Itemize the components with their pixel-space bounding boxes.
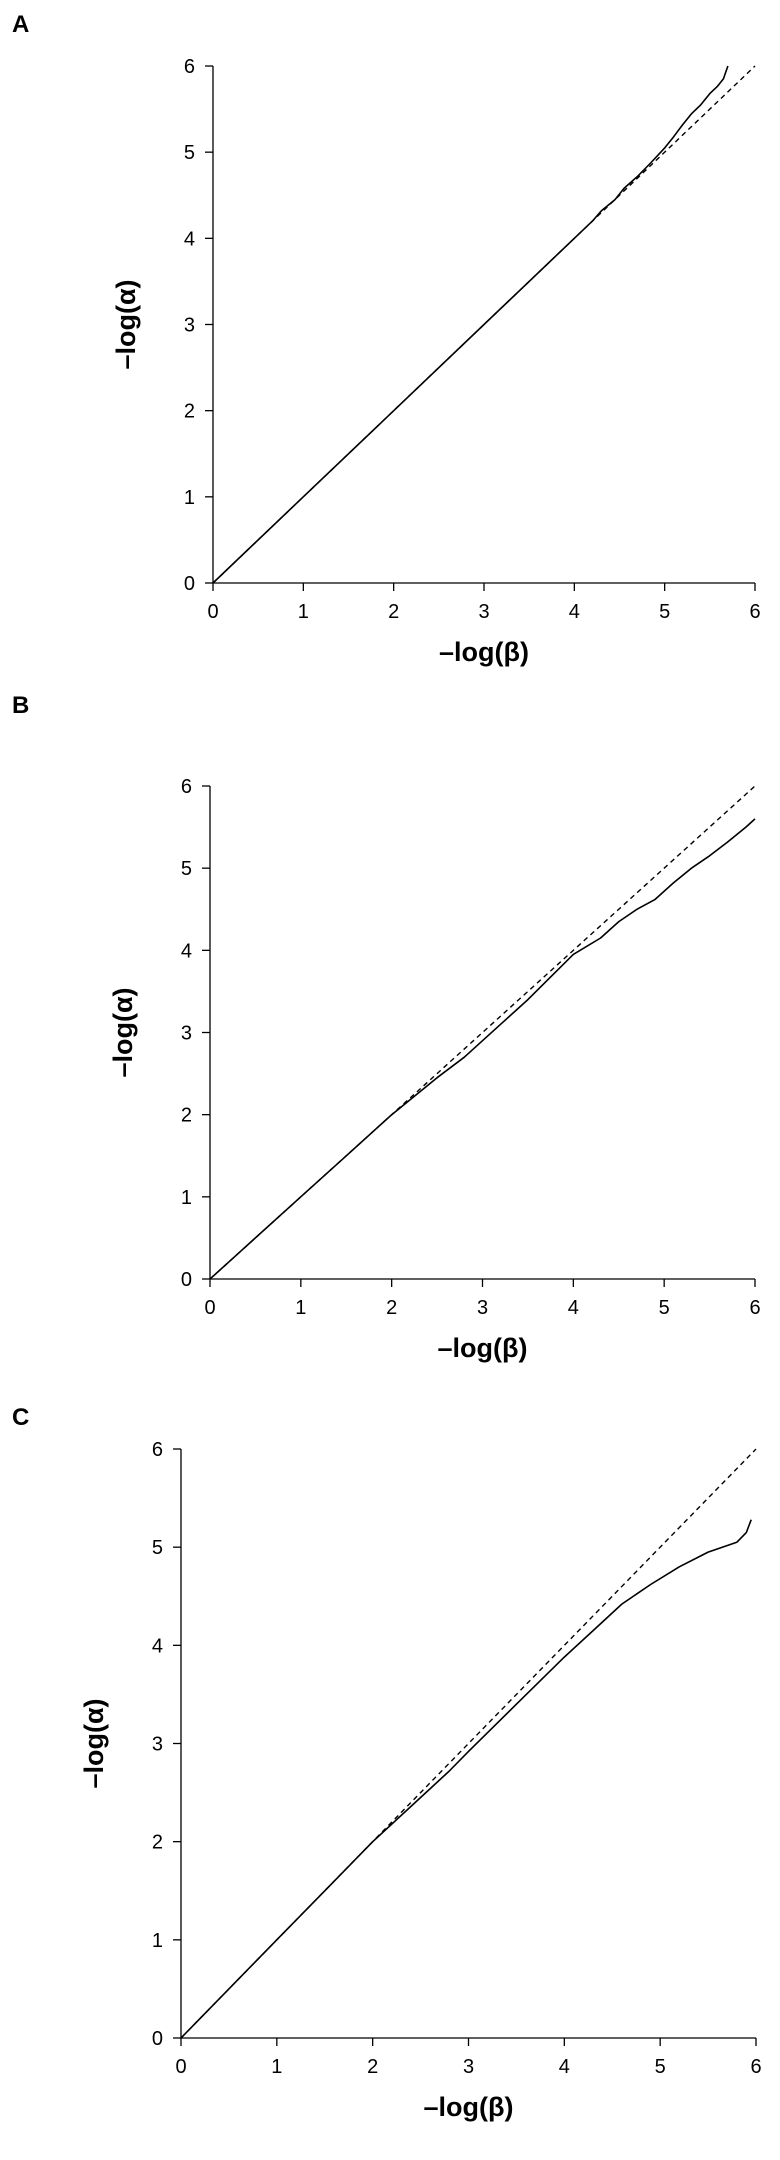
x-tick-label: 2 <box>367 2056 378 2078</box>
panel-label: B <box>12 692 29 719</box>
y-tick-label: 0 <box>181 1269 192 1291</box>
y-tick-label: 1 <box>152 1930 163 1952</box>
x-tick-label: 0 <box>175 2056 186 2078</box>
y-tick-label: 3 <box>181 1023 192 1045</box>
x-tick-label: 4 <box>559 2056 570 2078</box>
x-axis-label: –log(β) <box>439 637 529 667</box>
x-tick-label: 6 <box>749 1297 760 1319</box>
observed-line-series <box>209 818 756 1280</box>
y-tick-label: 1 <box>184 487 195 509</box>
panel-label: A <box>12 11 29 38</box>
x-axis-label: –log(β) <box>424 2092 514 2122</box>
x-tick-label: 3 <box>478 601 489 623</box>
y-tick-label: 4 <box>184 228 195 250</box>
y-tick-label: 2 <box>181 1105 192 1127</box>
x-tick-label: 1 <box>271 2056 282 2078</box>
y-tick-label: 5 <box>184 142 195 164</box>
y-tick-label: 6 <box>152 1439 163 1461</box>
x-tick-label: 3 <box>463 2056 474 2078</box>
x-tick-label: 2 <box>388 601 399 623</box>
panel-label: C <box>12 1404 29 1431</box>
reference-line-series <box>212 65 756 584</box>
y-tick-label: 4 <box>181 940 192 962</box>
y-tick-label: 0 <box>184 573 195 595</box>
x-tick-label: 1 <box>295 1297 306 1319</box>
y-tick-label: 5 <box>181 858 192 880</box>
x-tick-label: 4 <box>568 1297 579 1319</box>
y-axis-label: –log(α) <box>111 279 141 369</box>
y-tick-label: 2 <box>184 401 195 423</box>
y-axis-label: –log(α) <box>79 1698 109 1788</box>
x-tick-label: 5 <box>659 601 670 623</box>
y-tick-label: 0 <box>152 2028 163 2050</box>
chart-panel-b: B 0 1 2 3 4 5 6 0 1 2 3 4 5 6 –log(β) –log(α) <box>12 692 761 1363</box>
y-tick-label: 6 <box>181 776 192 798</box>
y-tick-label: 5 <box>152 1537 163 1559</box>
reference-line-series <box>209 785 756 1280</box>
y-tick-label: 2 <box>152 1832 163 1854</box>
x-tick-label: 4 <box>569 601 580 623</box>
x-tick-label: 5 <box>655 2056 666 2078</box>
y-tick-label: 4 <box>152 1635 163 1657</box>
x-tick-label: 6 <box>750 2056 761 2078</box>
y-tick-label: 3 <box>184 315 195 337</box>
x-tick-label: 5 <box>659 1297 670 1319</box>
x-tick-label: 0 <box>204 1297 215 1319</box>
x-tick-label: 6 <box>749 601 760 623</box>
y-tick-label: 1 <box>181 1187 192 1209</box>
chart-panel-c: C 0 1 2 3 4 5 6 0 1 2 3 4 5 6 –log(β) –log(α) <box>12 1404 762 2122</box>
y-tick-label: 6 <box>184 56 195 78</box>
x-tick-label: 3 <box>477 1297 488 1319</box>
chart-panel-a: A 0 1 2 3 4 5 6 0 1 2 3 4 5 6 –log(β) –log(α) <box>12 11 761 667</box>
y-tick-label: 3 <box>152 1734 163 1756</box>
observed-line-series <box>212 65 729 584</box>
observed-line-series <box>180 1519 752 2039</box>
x-tick-label: 2 <box>386 1297 397 1319</box>
x-axis-label: –log(β) <box>438 1333 528 1363</box>
x-tick-label: 0 <box>207 601 218 623</box>
x-tick-label: 1 <box>298 601 309 623</box>
y-axis-label: –log(α) <box>108 987 138 1077</box>
